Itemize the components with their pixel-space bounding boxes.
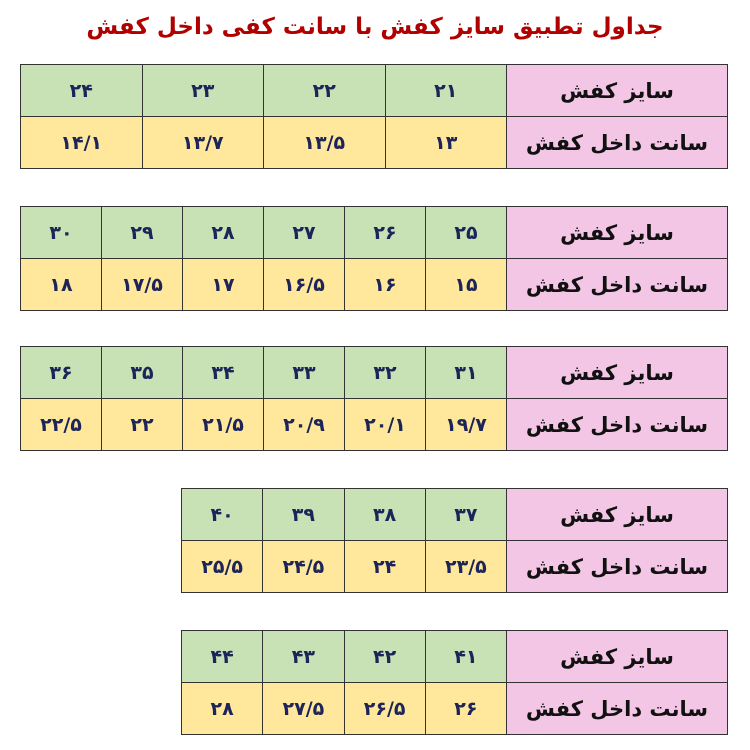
row-label: سایز کفش <box>506 64 728 117</box>
insole-cm-cell: ۲۳/۵ <box>424 540 508 593</box>
shoe-size-cell: ۳۴ <box>182 346 264 399</box>
shoe-size-cell: ۳۶ <box>20 346 102 399</box>
shoe-size-cell: ۳۲ <box>344 346 426 399</box>
shoe-size-cell: ۳۳ <box>263 346 345 399</box>
insole-cm-cell: ۲۴/۵ <box>262 540 345 593</box>
shoe-size-cell: ۴۴ <box>180 630 264 683</box>
shoe-size-cell: ۲۵ <box>425 206 507 259</box>
insole-cm-cell: ۲۰/۱ <box>344 398 426 451</box>
shoe-size-cell: ۲۹ <box>101 206 183 259</box>
insole-cm-cell: ۱۴/۱ <box>20 116 143 169</box>
shoe-size-row: سایز کفش ۳۷ ۳۸ ۳۹ ۴۰ <box>180 488 728 541</box>
shoe-size-cell: ۲۲ <box>263 64 386 117</box>
shoe-size-row: سایز کفش ۳۱ ۳۲ ۳۳ ۳۴ ۳۵ ۳۶ <box>20 346 728 399</box>
insole-cm-cell: ۱۳ <box>384 116 507 169</box>
insole-cm-cell: ۲۸ <box>180 682 264 735</box>
insole-cm-cell: ۱۸ <box>20 258 102 311</box>
insole-cm-cell: ۱۳/۷ <box>141 116 264 169</box>
row-label: سایز کفش <box>506 630 728 683</box>
insole-cm-cell: ۱۹/۷ <box>425 398 507 451</box>
shoe-size-cell: ۴۱ <box>424 630 508 683</box>
insole-cm-cell: ۲۱/۵ <box>182 398 264 451</box>
page-title: جداول تطبیق سایز کفش با سانت کفی داخل کف… <box>86 14 664 40</box>
insole-cm-row: سانت داخل کفش ۱۳ ۱۳/۵ ۱۳/۷ ۱۴/۱ <box>20 116 728 169</box>
shoe-size-cell: ۳۹ <box>262 488 345 541</box>
row-label: سایز کفش <box>506 206 728 259</box>
insole-cm-cell: ۱۵ <box>425 258 507 311</box>
shoe-size-cell: ۳۰ <box>20 206 102 259</box>
shoe-size-cell: ۳۵ <box>101 346 183 399</box>
shoe-size-cell: ۲۱ <box>384 64 507 117</box>
insole-cm-cell: ۲۶/۵ <box>343 682 426 735</box>
shoe-size-cell: ۴۲ <box>343 630 426 683</box>
size-table: سایز کفش ۲۱ ۲۲ ۲۳ ۲۴ سانت داخل کفش ۱۳ ۱۳/۵ ۱۳/۷ ۱… <box>20 64 728 169</box>
shoe-size-cell: ۳۱ <box>425 346 507 399</box>
shoe-size-cell: ۲۷ <box>263 206 345 259</box>
insole-cm-cell: ۲۷/۵ <box>262 682 345 735</box>
insole-cm-row: سانت داخل کفش ۲۶ ۲۶/۵ ۲۷/۵ ۲۸ <box>180 682 728 735</box>
shoe-size-row: سایز کفش ۲۵ ۲۶ ۲۷ ۲۸ ۲۹ ۳۰ <box>20 206 728 259</box>
insole-cm-row: سانت داخل کفش ۱۵ ۱۶ ۱۶/۵ ۱۷ ۱۷/۵ ۱۸ <box>20 258 728 311</box>
row-label: سانت داخل کفش <box>506 398 728 451</box>
insole-cm-cell: ۲۲/۵ <box>20 398 102 451</box>
row-label: سانت داخل کفش <box>506 258 728 311</box>
shoe-size-cell: ۴۳ <box>262 630 345 683</box>
shoe-size-row: سایز کفش ۲۱ ۲۲ ۲۳ ۲۴ <box>20 64 728 117</box>
size-table: سایز کفش ۳۱ ۳۲ ۳۳ ۳۴ ۳۵ ۳۶ سانت داخل کفش ۱۹/۷ ۲۰/… <box>20 346 728 451</box>
insole-cm-cell: ۲۴ <box>343 540 426 593</box>
row-label: سایز کفش <box>506 488 728 541</box>
insole-cm-cell: ۲۵/۵ <box>180 540 264 593</box>
insole-cm-cell: ۱۳/۵ <box>263 116 386 169</box>
insole-cm-row: سانت داخل کفش ۱۹/۷ ۲۰/۱ ۲۰/۹ ۲۱/۵ ۲۲ ۲۲/۵ <box>20 398 728 451</box>
insole-cm-cell: ۱۷ <box>182 258 264 311</box>
shoe-size-row: سایز کفش ۴۱ ۴۲ ۴۳ ۴۴ <box>180 630 728 683</box>
row-label: سایز کفش <box>506 346 728 399</box>
shoe-size-cell: ۴۰ <box>180 488 264 541</box>
row-label: سانت داخل کفش <box>506 116 728 169</box>
shoe-size-cell: ۳۸ <box>343 488 426 541</box>
size-table: سایز کفش ۲۵ ۲۶ ۲۷ ۲۸ ۲۹ ۳۰ سانت داخل کفش ۱۵ ۱۶ ۱۶/… <box>20 206 728 311</box>
insole-cm-cell: ۲۰/۹ <box>263 398 345 451</box>
insole-cm-cell: ۱۶ <box>344 258 426 311</box>
size-table: سایز کفش ۳۷ ۳۸ ۳۹ ۴۰ سانت داخل کفش ۲۳/۵ ۲۴ ۲۴/۵ ۲… <box>180 488 728 593</box>
shoe-size-cell: ۲۸ <box>182 206 264 259</box>
row-label: سانت داخل کفش <box>506 540 728 593</box>
shoe-size-cell: ۲۶ <box>344 206 426 259</box>
insole-cm-cell: ۲۶ <box>424 682 508 735</box>
insole-cm-cell: ۲۲ <box>101 398 183 451</box>
insole-cm-row: سانت داخل کفش ۲۳/۵ ۲۴ ۲۴/۵ ۲۵/۵ <box>180 540 728 593</box>
insole-cm-cell: ۱۶/۵ <box>263 258 345 311</box>
shoe-size-cell: ۲۴ <box>20 64 143 117</box>
insole-cm-cell: ۱۷/۵ <box>101 258 183 311</box>
row-label: سانت داخل کفش <box>506 682 728 735</box>
shoe-size-cell: ۲۳ <box>141 64 264 117</box>
size-table: سایز کفش ۴۱ ۴۲ ۴۳ ۴۴ سانت داخل کفش ۲۶ ۲۶/۵ ۲۷/۵ ۲… <box>180 630 728 735</box>
shoe-size-cell: ۳۷ <box>424 488 508 541</box>
